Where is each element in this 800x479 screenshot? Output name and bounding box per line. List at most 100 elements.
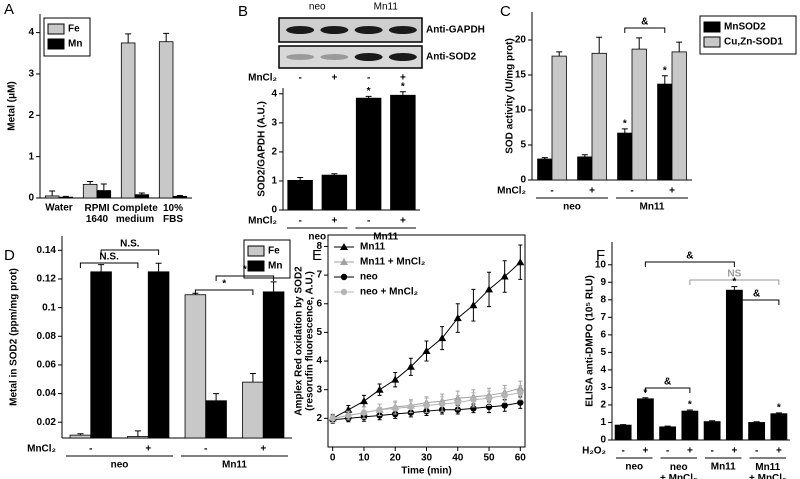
legend-swatch <box>47 23 65 35</box>
marker <box>406 362 415 370</box>
annotation: * <box>688 400 692 411</box>
error-bar <box>556 51 563 57</box>
legend-swatch <box>247 260 265 272</box>
error-bar <box>676 41 683 52</box>
marker <box>500 272 509 280</box>
error-bar <box>163 32 170 42</box>
error-bar <box>636 37 643 50</box>
bracket <box>733 299 780 305</box>
x-tick-label: - <box>755 446 758 457</box>
text-line: Mn11 <box>755 462 780 473</box>
x-tick-label: + <box>731 446 737 457</box>
blot-band <box>388 26 417 34</box>
y-axis-label: Metal (μM) <box>7 81 18 130</box>
blot-strip <box>278 45 423 69</box>
annotation: N.S. <box>99 252 119 263</box>
annotation: * <box>401 81 405 92</box>
marker <box>470 396 477 403</box>
y-axis-label: SOD activity (U/mg prot) <box>505 38 516 154</box>
error-bar <box>49 190 56 196</box>
legend-label: neo <box>360 272 378 283</box>
y-axis-label: SOD2/GAPDH (A.U.) <box>257 101 268 197</box>
group-label: Mn11 + MnCl₂ <box>749 462 787 479</box>
bracket <box>100 249 160 255</box>
marker <box>391 375 400 383</box>
bar <box>614 424 632 441</box>
bar <box>551 55 567 181</box>
y-tick-label: 3 <box>600 382 606 393</box>
marker <box>485 285 494 293</box>
y-axis-label: Amplex Red oxidation by SOD2(resorufin f… <box>293 266 315 416</box>
legend-label: Mn11 + MnCl₂ <box>360 257 425 268</box>
bar <box>262 291 285 439</box>
annotation: * <box>777 402 781 413</box>
marker <box>376 406 383 413</box>
error-bar <box>596 36 603 54</box>
error-bar <box>581 154 588 157</box>
error-bar <box>249 373 256 383</box>
group-label: neo <box>625 462 643 473</box>
bar <box>205 400 227 439</box>
legend-label: Mn <box>68 39 82 50</box>
bar <box>58 196 74 199</box>
blot-band <box>320 26 349 34</box>
x-tick-label: Complete medium <box>112 203 158 225</box>
marker <box>375 385 384 393</box>
legend-swatch <box>703 21 721 33</box>
bracket <box>194 289 254 295</box>
y-tick-label: 6 <box>316 298 322 309</box>
error-bar <box>709 420 716 422</box>
x-tick-label: + <box>589 186 595 197</box>
x-tick-label: 50 <box>483 453 495 464</box>
error-bar <box>686 409 693 412</box>
y-tick-label: 15 <box>515 70 527 81</box>
marker <box>329 415 336 422</box>
blot-row-label: Anti-GAPDH <box>426 25 485 36</box>
text-line: + MnCl₂ <box>660 473 698 479</box>
bar <box>158 41 174 199</box>
x-tick-label: + <box>669 186 675 197</box>
x-tick-label: - <box>89 444 92 455</box>
bar <box>671 51 687 181</box>
x-tick-label: 0 <box>330 453 336 464</box>
bar <box>172 195 188 199</box>
error-bar <box>620 424 627 426</box>
legend-marker <box>340 273 348 281</box>
bracket <box>624 27 666 33</box>
error-bar <box>661 75 668 85</box>
legend-label: MnSOD2 <box>724 22 766 33</box>
y-tick-label: 8 <box>316 241 322 252</box>
y-tick-label: 0 <box>271 205 277 216</box>
bar <box>287 179 313 211</box>
error-bar <box>270 281 277 292</box>
bar <box>703 421 721 441</box>
y-tick-label: 0.14 <box>37 245 57 256</box>
blot-band <box>320 54 349 60</box>
marker <box>453 314 462 322</box>
blot-dose-label: - <box>298 73 301 84</box>
annotation: N.S. <box>120 239 140 250</box>
legend-swatch <box>247 245 265 257</box>
y-tick-label: 2 <box>316 413 322 424</box>
marker <box>469 301 478 309</box>
bar <box>631 48 647 181</box>
x-tick-label: RPMI 1640 <box>85 203 110 225</box>
bracket <box>79 262 139 268</box>
y-tick-label: 5 <box>520 140 526 151</box>
x-tick-label: + <box>145 444 151 455</box>
y-tick-label: 4 <box>600 365 606 376</box>
y-tick-label: 8 <box>600 294 606 305</box>
blot-lane-label: neo <box>309 2 326 13</box>
y-tick-label: 0 <box>520 175 526 186</box>
bar <box>242 381 264 439</box>
marker <box>517 389 524 396</box>
y-tick-label: 20 <box>515 35 527 46</box>
text-line: 10% <box>163 203 183 214</box>
marker <box>485 395 493 402</box>
y-tick-label: 1 <box>271 176 277 187</box>
group-label: neo + MnCl₂ <box>660 462 698 479</box>
x-tick-label: 10 <box>358 453 370 464</box>
annotation: & <box>686 251 693 262</box>
marker <box>501 392 508 399</box>
x-tick-label: + <box>260 444 266 455</box>
